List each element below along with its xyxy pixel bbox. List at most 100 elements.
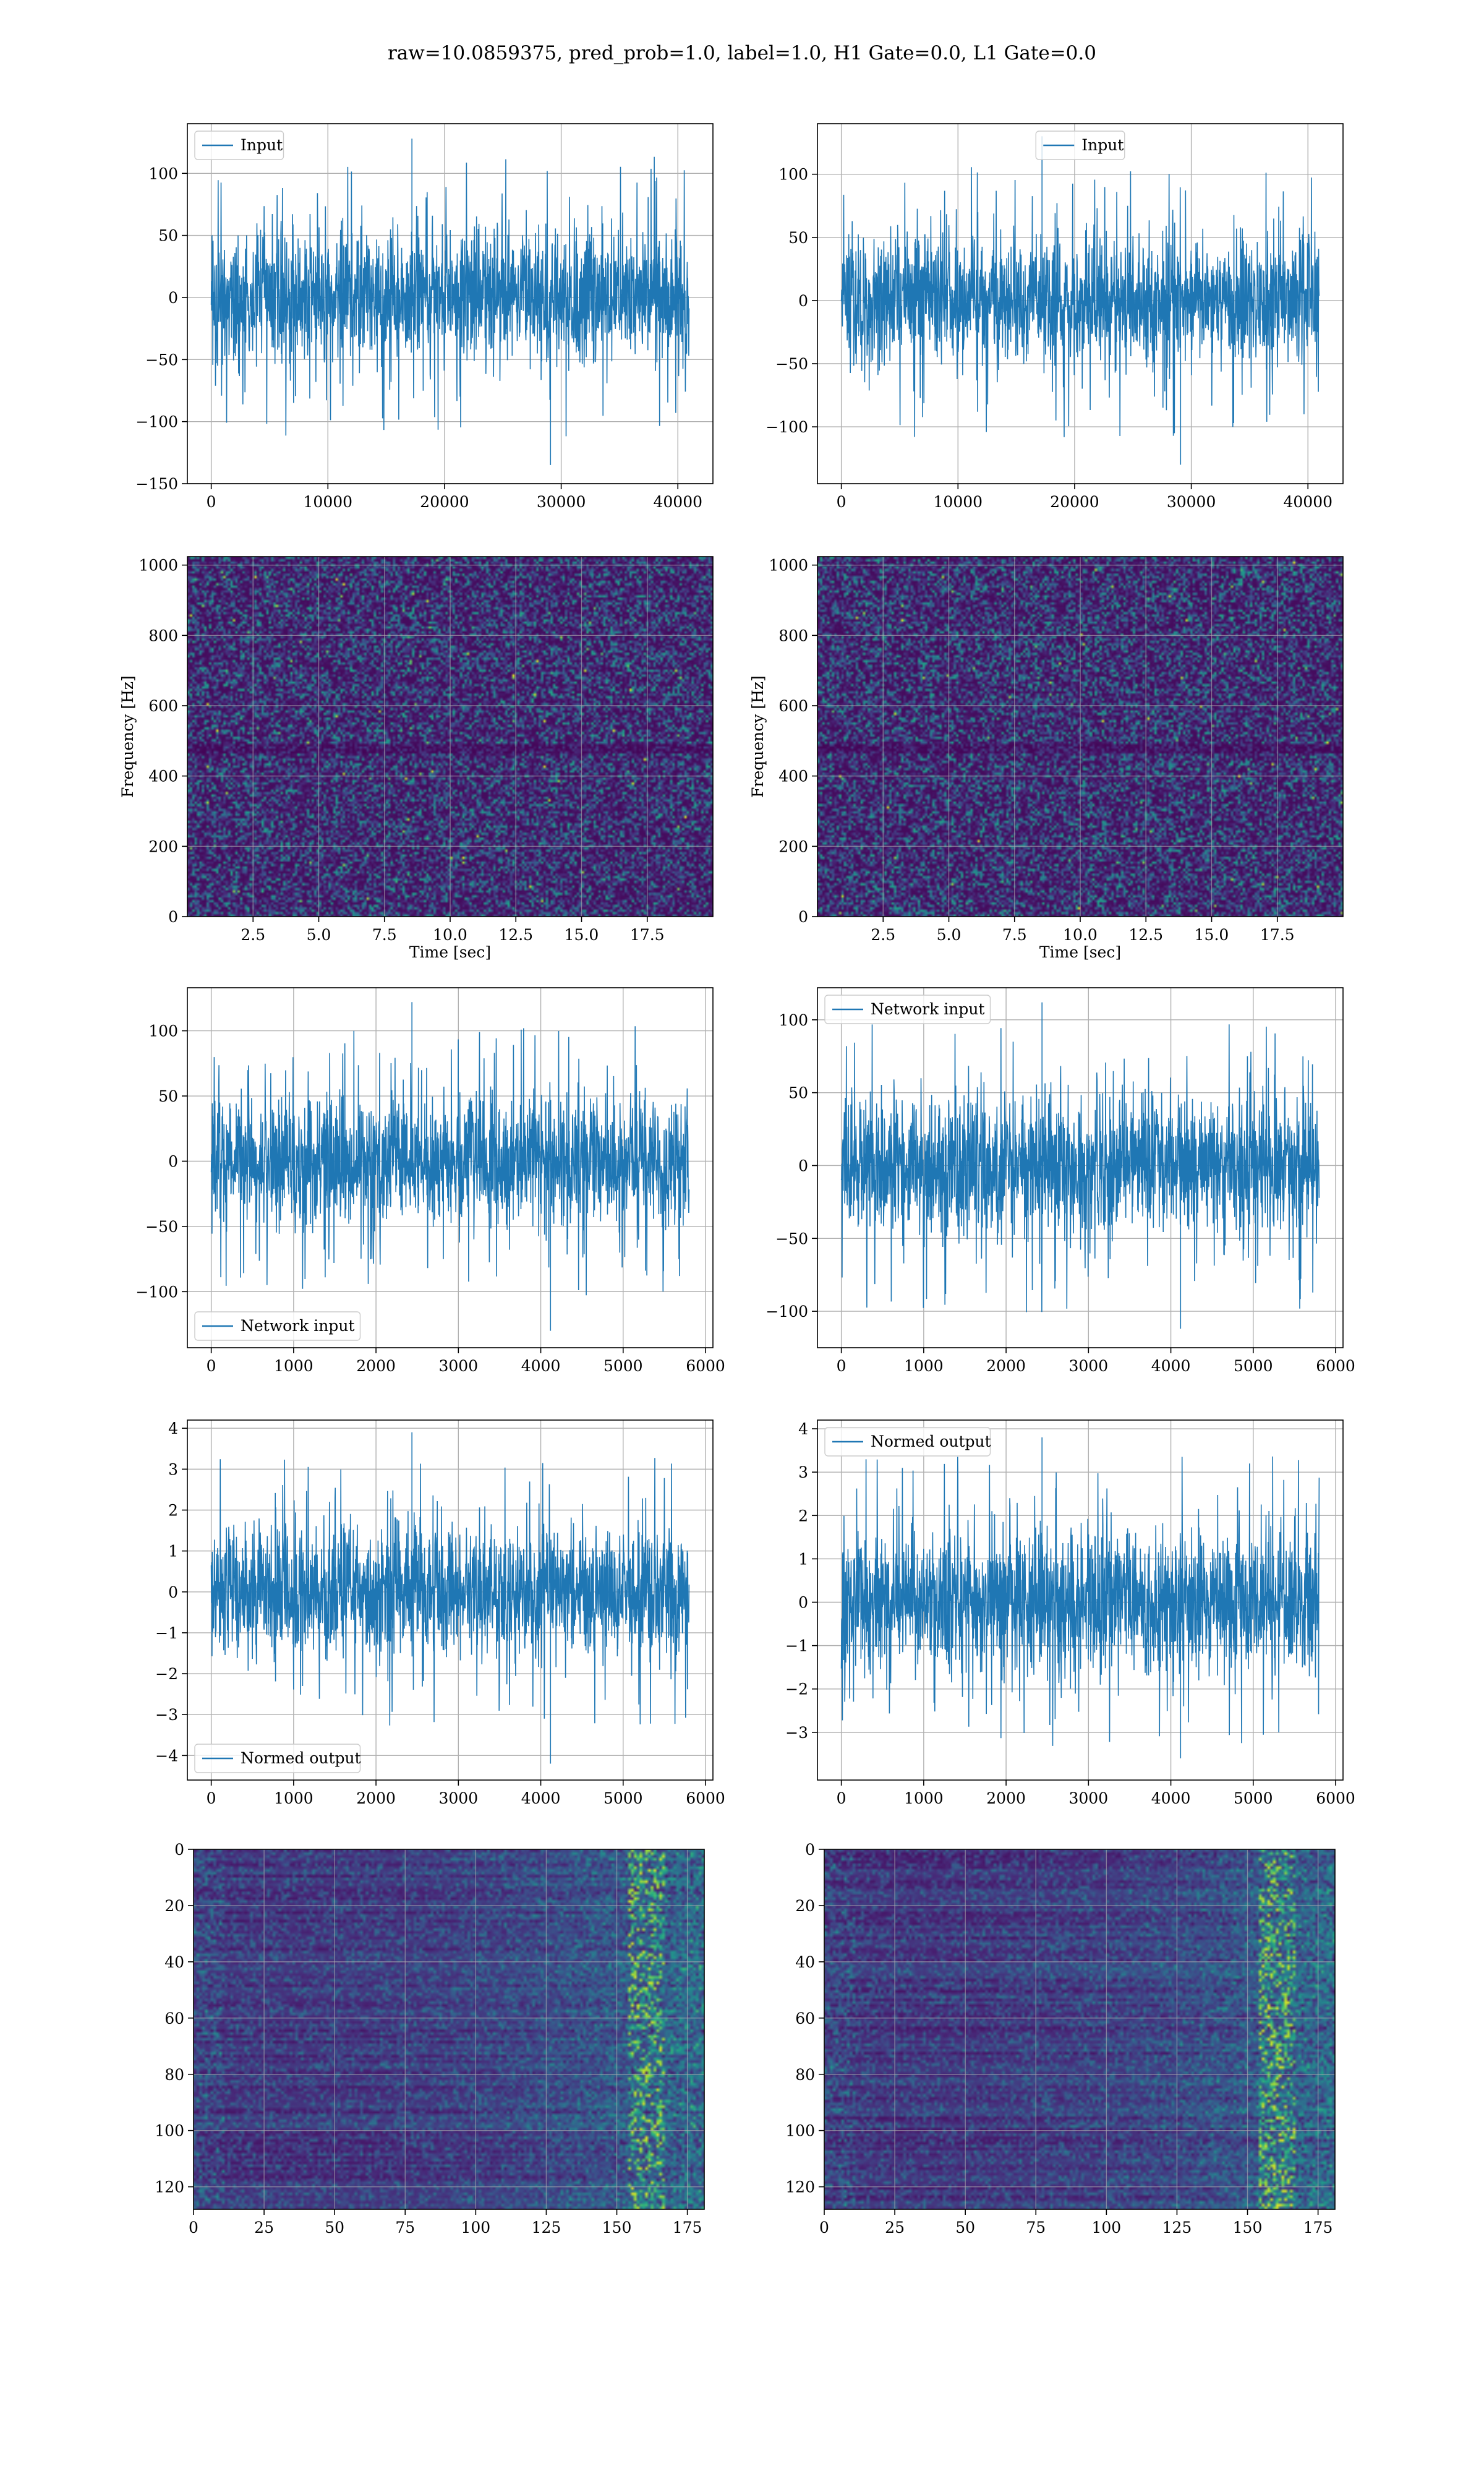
x-tick-label: 1000 bbox=[274, 1357, 313, 1375]
y-tick-label: 4 bbox=[798, 1420, 808, 1438]
x-tick-label: 0 bbox=[207, 1789, 216, 1807]
axes-frame bbox=[187, 123, 714, 484]
x-tick-label: 175 bbox=[1303, 2219, 1333, 2236]
legend-box bbox=[824, 1427, 991, 1457]
y-tick-label: 3 bbox=[798, 1463, 808, 1481]
y-tick-label: 4 bbox=[168, 1419, 178, 1437]
y-tick-label: 60 bbox=[795, 2010, 815, 2027]
x-tick-label: 17.5 bbox=[1260, 926, 1295, 944]
panel-network-input-l1: 0 1000 2000 3000 4000 5000 6000 −100 −50 0 50 100 Ne… bbox=[765, 987, 1355, 1375]
legend-label: Network input bbox=[241, 1317, 354, 1335]
y-tick-label: 60 bbox=[164, 2010, 184, 2027]
heatmap-image-qtransform-l1 bbox=[824, 1849, 1335, 2209]
x-tick-label: 2000 bbox=[356, 1357, 396, 1375]
y-axis-label: Frequency [Hz] bbox=[749, 675, 767, 798]
y-tick-label: 0 bbox=[798, 1594, 808, 1612]
x-tick-label: 25 bbox=[254, 2219, 274, 2236]
legend-box bbox=[194, 1311, 361, 1341]
x-tick-label: 30000 bbox=[537, 493, 586, 511]
legend: Input bbox=[194, 131, 284, 160]
x-tick-label: 5000 bbox=[603, 1789, 643, 1807]
series-line-raw-input-l1 bbox=[840, 136, 1320, 465]
panel-qtransform-h1: 0 25 50 75 100 125 150 175 0 20 40 60 80 100 120 bbox=[155, 1841, 705, 2236]
y-tick-label: 20 bbox=[795, 1897, 815, 1915]
y-tick-label: 800 bbox=[778, 627, 808, 644]
x-tick-label: 10000 bbox=[934, 493, 983, 511]
panel-raw-input-l1: 0 10000 20000 30000 40000 −100 −50 0 50 100 Input bbox=[765, 123, 1344, 511]
y-tick-label: 100 bbox=[148, 1022, 178, 1040]
y-tick-label: 0 bbox=[174, 1841, 184, 1859]
x-tick-label: 2000 bbox=[356, 1789, 396, 1807]
x-tick-label: 2.5 bbox=[871, 926, 895, 944]
y-tick-label: 20 bbox=[164, 1897, 184, 1915]
x-tick-label: 6000 bbox=[686, 1789, 725, 1807]
x-tick-label: 30000 bbox=[1167, 493, 1216, 511]
y-tick-label: −50 bbox=[145, 351, 178, 369]
legend-label: Input bbox=[241, 136, 283, 154]
x-tick-label: 1000 bbox=[904, 1789, 944, 1807]
x-tick-label: 4000 bbox=[1151, 1789, 1191, 1807]
y-tick-label: 40 bbox=[164, 1953, 184, 1971]
axes-frame bbox=[817, 123, 1344, 484]
y-tick-label: 80 bbox=[164, 2066, 184, 2084]
y-tick-label: 100 bbox=[155, 2122, 184, 2140]
series-line-raw-input-h1 bbox=[210, 139, 690, 465]
x-tick-label: 12.5 bbox=[498, 926, 533, 944]
y-tick-label: −4 bbox=[155, 1747, 178, 1765]
y-tick-label: 600 bbox=[778, 697, 808, 715]
axes-frame bbox=[187, 987, 714, 1348]
y-tick-label: 2 bbox=[168, 1502, 178, 1520]
axes-frame bbox=[193, 1849, 705, 2210]
x-tick-label: 0 bbox=[819, 2219, 829, 2236]
y-tick-label: 50 bbox=[158, 227, 178, 245]
x-tick-label: 3000 bbox=[439, 1789, 479, 1807]
x-tick-label: 3000 bbox=[1069, 1357, 1109, 1375]
y-tick-label: 100 bbox=[778, 1011, 808, 1029]
y-tick-label: 0 bbox=[798, 292, 808, 310]
axes-frame bbox=[817, 1419, 1344, 1781]
panel-spectrogram-h1: 2.5 5.0 7.5 10.0 12.5 15.0 17.5 0 200 400 600 800 10… bbox=[119, 556, 714, 961]
x-tick-label: 12.5 bbox=[1128, 926, 1163, 944]
axes-frame bbox=[817, 987, 1344, 1348]
x-tick-label: 175 bbox=[673, 2219, 702, 2236]
y-tick-label: 0 bbox=[798, 1157, 808, 1175]
x-tick-label: 50 bbox=[325, 2219, 344, 2236]
x-tick-label: 7.5 bbox=[372, 926, 397, 944]
x-tick-label: 100 bbox=[461, 2219, 490, 2236]
x-tick-label: 0 bbox=[837, 1357, 846, 1375]
x-tick-label: 10.0 bbox=[433, 926, 467, 944]
y-tick-label: 1000 bbox=[139, 557, 178, 575]
y-tick-label: 3 bbox=[168, 1460, 178, 1478]
y-tick-label: 0 bbox=[168, 908, 178, 926]
y-tick-label: 0 bbox=[805, 1841, 815, 1859]
y-tick-label: 120 bbox=[155, 2178, 184, 2196]
x-tick-label: 0 bbox=[207, 1357, 216, 1375]
series-line-normed-output-h1 bbox=[210, 1432, 690, 1764]
y-tick-label: 100 bbox=[148, 165, 178, 182]
legend-box bbox=[824, 995, 991, 1024]
y-tick-label: −50 bbox=[775, 355, 808, 373]
y-tick-label: 100 bbox=[778, 166, 808, 184]
legend-label: Normed output bbox=[871, 1432, 991, 1450]
legend-box bbox=[194, 1744, 361, 1773]
y-tick-label: 400 bbox=[778, 768, 808, 785]
x-tick-label: 17.5 bbox=[630, 926, 665, 944]
x-tick-label: 5000 bbox=[1234, 1357, 1273, 1375]
x-tick-label: 40000 bbox=[1283, 493, 1333, 511]
panel-spectrogram-l1: 2.5 5.0 7.5 10.0 12.5 15.0 17.5 0 200 400 600 800 10… bbox=[749, 556, 1344, 961]
x-tick-label: 75 bbox=[395, 2219, 415, 2236]
y-tick-label: 200 bbox=[148, 837, 178, 855]
legend-box bbox=[1035, 131, 1125, 160]
x-tick-label: 2000 bbox=[986, 1357, 1026, 1375]
x-tick-label: 4000 bbox=[521, 1357, 561, 1375]
x-tick-label: 50 bbox=[955, 2219, 975, 2236]
x-tick-label: 25 bbox=[885, 2219, 905, 2236]
y-tick-label: 0 bbox=[798, 908, 808, 926]
y-tick-label: 50 bbox=[788, 229, 808, 247]
y-tick-label: 1000 bbox=[769, 557, 808, 575]
x-tick-label: 5.0 bbox=[937, 926, 962, 944]
panel-network-input-h1: 0 1000 2000 3000 4000 5000 6000 −100 −50 0 50 100 Ne… bbox=[135, 987, 725, 1375]
x-tick-label: 0 bbox=[207, 493, 216, 511]
panel-normed-output-h1: 0 1000 2000 3000 4000 5000 6000 −4 −3 −2 −1 0 1 2 3 4 No… bbox=[155, 1419, 725, 1807]
